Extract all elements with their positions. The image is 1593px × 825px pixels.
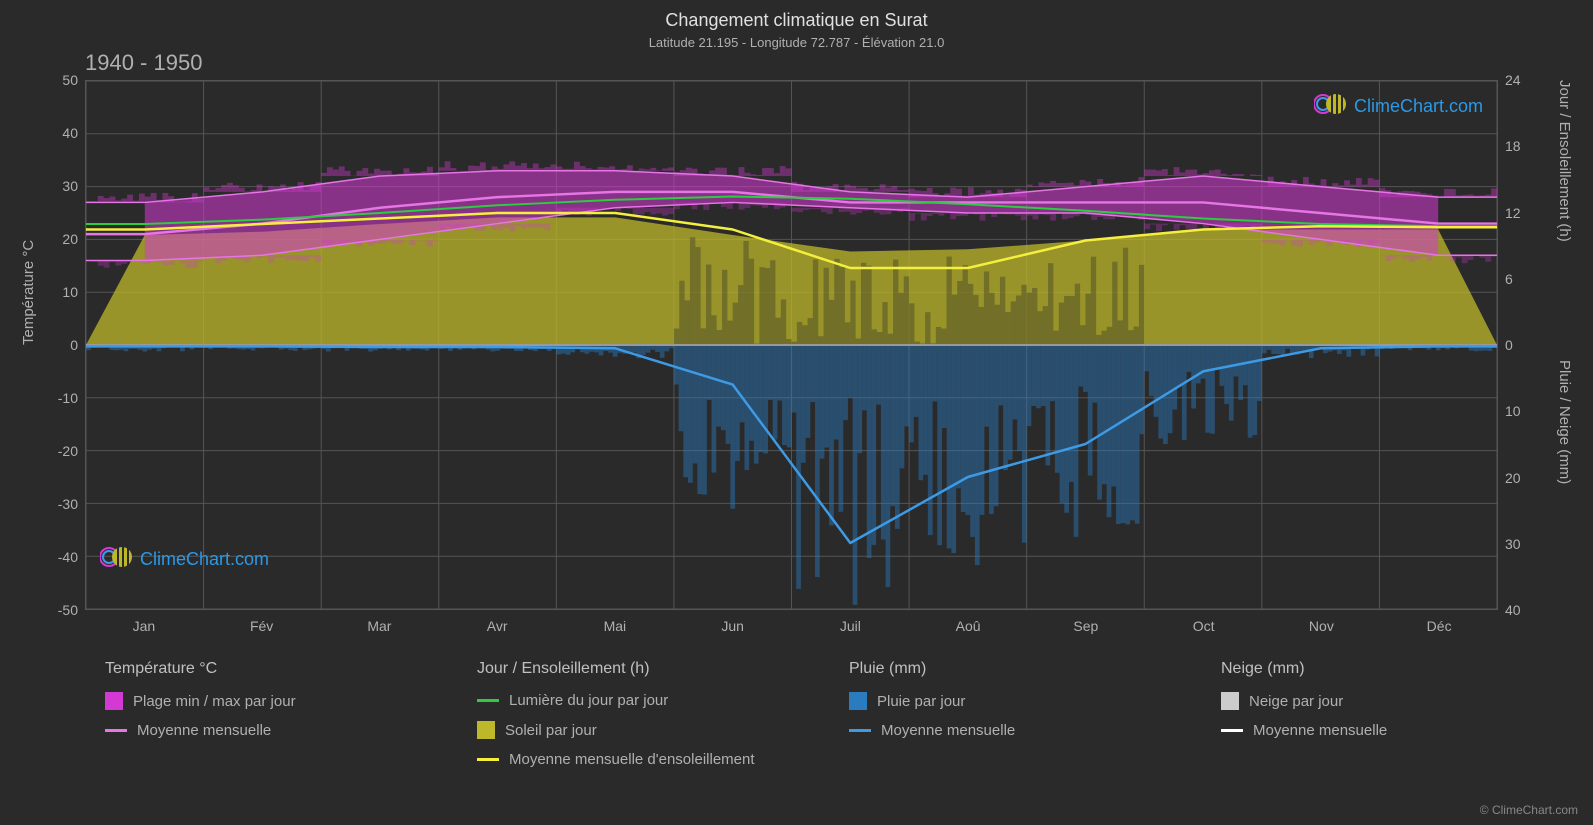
x-tick: Oct <box>1193 618 1215 634</box>
watermark-top: ClimeChart.com <box>1314 92 1483 121</box>
legend-item: Plage min / max par jour <box>105 692 437 710</box>
legend-label: Moyenne mensuelle <box>881 722 1015 739</box>
legend-line-icon <box>477 699 499 702</box>
y-tick-left: -30 <box>43 496 78 512</box>
legend-item: Soleil par jour <box>477 721 809 739</box>
x-tick: Juil <box>840 618 861 634</box>
climate-chart: Changement climatique en Surat Latitude … <box>0 0 1593 825</box>
legend-item: Moyenne mensuelle <box>1221 722 1553 739</box>
y-tick-left: -40 <box>43 549 78 565</box>
legend-line-icon <box>849 729 871 732</box>
legend-item: Lumière du jour par jour <box>477 692 809 709</box>
legend-line-icon <box>105 729 127 732</box>
legend-swatch-icon <box>849 692 867 710</box>
y-tick-right-top: 0 <box>1505 337 1513 353</box>
watermark-logo-icon <box>100 545 134 574</box>
legend-label: Moyenne mensuelle <box>137 722 271 739</box>
legend-item: Moyenne mensuelle <box>849 722 1181 739</box>
legend-header: Pluie (mm) <box>849 660 1181 678</box>
x-tick: Déc <box>1427 618 1452 634</box>
watermark-text: ClimeChart.com <box>1354 96 1483 117</box>
legend-label: Lumière du jour par jour <box>509 692 668 709</box>
legend-item: Moyenne mensuelle <box>105 722 437 739</box>
y-tick-right-bottom: 20 <box>1505 470 1521 486</box>
chart-subtitle: Latitude 21.195 - Longitude 72.787 - Élé… <box>0 31 1593 50</box>
legend-column: Neige (mm) Neige par jour Moyenne mensuell… <box>1221 660 1553 780</box>
y-tick-left: 50 <box>43 72 78 88</box>
y-tick-left: 20 <box>43 231 78 247</box>
legend-swatch-icon <box>105 692 123 710</box>
x-tick: Fév <box>250 618 273 634</box>
x-tick: Jan <box>133 618 156 634</box>
y-tick-right-bottom: 10 <box>1505 403 1521 419</box>
legend-header: Température °C <box>105 660 437 678</box>
legend-swatch-icon <box>1221 692 1239 710</box>
legend-item: Moyenne mensuelle d'ensoleillement <box>477 751 809 768</box>
legend-line-icon <box>1221 729 1243 732</box>
legend-header: Jour / Ensoleillement (h) <box>477 660 809 678</box>
legend-label: Neige par jour <box>1249 693 1343 710</box>
x-tick: Mai <box>604 618 627 634</box>
legend-column: Pluie (mm) Pluie par jour Moyenne mensuell… <box>849 660 1181 780</box>
y-tick-left: 40 <box>43 125 78 141</box>
y-tick-left: -50 <box>43 602 78 618</box>
watermark-text: ClimeChart.com <box>140 549 269 570</box>
legend-item: Neige par jour <box>1221 692 1553 710</box>
legend-swatch-icon <box>477 721 495 739</box>
legend-label: Plage min / max par jour <box>133 693 296 710</box>
y-axis-right-bottom-label: Pluie / Neige (mm) <box>1556 360 1573 484</box>
legend-label: Pluie par jour <box>877 693 965 710</box>
y-tick-right-top: 12 <box>1505 205 1521 221</box>
chart-title: Changement climatique en Surat <box>0 0 1593 31</box>
y-tick-left: -20 <box>43 443 78 459</box>
legend-label: Moyenne mensuelle <box>1253 722 1387 739</box>
legend-label: Moyenne mensuelle d'ensoleillement <box>509 751 755 768</box>
legend-column: Jour / Ensoleillement (h) Lumière du jour… <box>477 660 809 780</box>
legend-header: Neige (mm) <box>1221 660 1553 678</box>
y-tick-right-top: 6 <box>1505 271 1513 287</box>
y-axis-right-top-label: Jour / Ensoleillement (h) <box>1556 80 1573 242</box>
x-tick: Mar <box>367 618 391 634</box>
watermark-logo-icon <box>1314 92 1348 121</box>
copyright: © ClimeChart.com <box>1480 803 1578 817</box>
x-tick: Nov <box>1309 618 1334 634</box>
y-tick-right-bottom: 30 <box>1505 536 1521 552</box>
legend-label: Soleil par jour <box>505 722 597 739</box>
chart-svg <box>86 81 1497 609</box>
y-tick-left: 30 <box>43 178 78 194</box>
y-tick-right-bottom: 40 <box>1505 602 1521 618</box>
x-tick: Jun <box>721 618 744 634</box>
legend-item: Pluie par jour <box>849 692 1181 710</box>
y-axis-left-label: Température °C <box>20 240 37 345</box>
legend-line-icon <box>477 758 499 761</box>
x-tick: Avr <box>487 618 508 634</box>
y-tick-right-top: 18 <box>1505 138 1521 154</box>
x-tick: Aoû <box>956 618 981 634</box>
y-tick-left: 10 <box>43 284 78 300</box>
y-tick-left: -10 <box>43 390 78 406</box>
watermark-bottom: ClimeChart.com <box>100 545 269 574</box>
legend-column: Température °C Plage min / max par jour Mo… <box>105 660 437 780</box>
legend: Température °C Plage min / max par jour Mo… <box>105 660 1553 780</box>
plot-area <box>85 80 1498 610</box>
y-tick-left: 0 <box>43 337 78 353</box>
period-label: 1940 - 1950 <box>85 50 202 76</box>
y-tick-right-top: 24 <box>1505 72 1521 88</box>
x-tick: Sep <box>1073 618 1098 634</box>
